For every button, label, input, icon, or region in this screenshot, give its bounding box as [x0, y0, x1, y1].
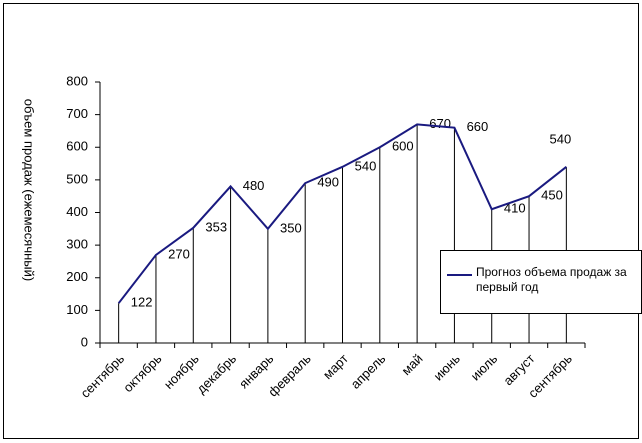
data-label: 660	[467, 119, 489, 134]
chart-frame	[3, 3, 639, 439]
data-label: 350	[280, 220, 302, 235]
data-label: 540	[549, 131, 571, 146]
data-label: 270	[168, 246, 190, 261]
y-tick-label: 800	[66, 73, 88, 88]
y-tick-label: 200	[66, 269, 88, 284]
y-axis-label: объем продаж (ежемесячный)	[22, 99, 37, 281]
data-label: 490	[317, 175, 339, 190]
data-label: 353	[205, 219, 227, 234]
y-tick-label: 400	[66, 204, 88, 219]
data-label: 670	[429, 116, 451, 131]
y-tick-label: 100	[66, 302, 88, 317]
y-tick-label: 500	[66, 171, 88, 186]
legend-entry-box: Прогноз объема продаж за первый год	[476, 265, 627, 294]
data-label: 540	[355, 158, 377, 173]
legend	[440, 250, 642, 314]
y-tick-label: 700	[66, 106, 88, 121]
y-tick-label: 600	[66, 139, 88, 154]
data-label: 122	[131, 295, 153, 310]
y-tick-label: 300	[66, 237, 88, 252]
data-label: 480	[243, 178, 265, 193]
data-label: 450	[541, 188, 563, 203]
data-label: 600	[392, 139, 414, 154]
data-label: 410	[504, 201, 526, 216]
legend-entry: Прогноз объема продаж за первый год	[476, 265, 627, 294]
series-line	[117, 123, 567, 304]
y-tick-label: 0	[81, 334, 88, 349]
